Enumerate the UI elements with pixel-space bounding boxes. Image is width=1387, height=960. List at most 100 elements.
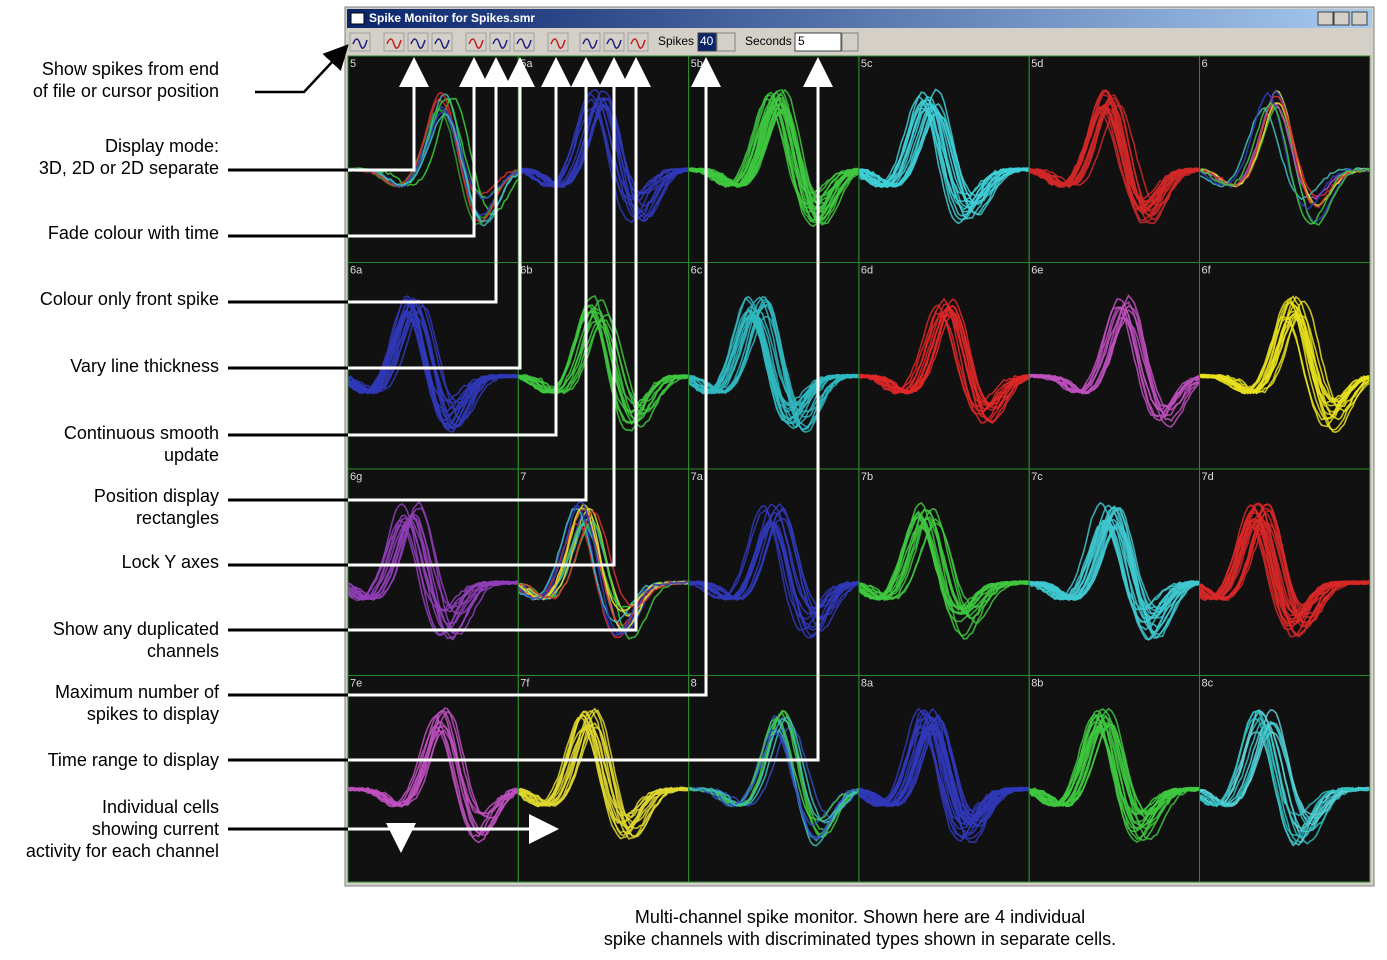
spike-trace [1029, 100, 1200, 217]
maximize-button[interactable] [1333, 11, 1350, 26]
spike-trace [688, 505, 859, 632]
annotation-text: Continuous smooth [64, 423, 219, 443]
spike-trace [517, 713, 689, 834]
spike-trace [1199, 315, 1370, 421]
spike-trace [688, 716, 860, 821]
spike-trace [1028, 707, 1200, 815]
spike-trace [1029, 518, 1200, 619]
cell-label: 7a [691, 471, 704, 483]
spike-trace [1028, 713, 1200, 831]
spike-trace [858, 105, 1030, 207]
cell-label: 6 [1202, 58, 1208, 70]
annotation-text: Position display [94, 486, 219, 506]
spikes-spinner[interactable] [716, 32, 736, 52]
toolbar-icon [630, 38, 646, 49]
spike-trace [517, 500, 690, 636]
cell-label: 8 [691, 677, 697, 689]
annotation-arrow [228, 57, 833, 762]
caption-line: spike channels with discriminated types … [604, 929, 1116, 949]
cell-label: 6g [350, 471, 362, 483]
seconds-input[interactable] [794, 32, 842, 52]
minimize-button[interactable] [1317, 11, 1334, 26]
annotation-text: Lock Y axes [122, 552, 219, 572]
spike-trace [858, 725, 1030, 820]
annotation-text: Display mode: [105, 136, 219, 156]
cell-label: 7 [520, 471, 526, 483]
spike-trace [517, 92, 689, 201]
spike-trace [688, 102, 860, 224]
spike-trace [688, 89, 860, 206]
seconds-spinner[interactable] [841, 32, 859, 52]
spike-trace [858, 112, 1030, 216]
spike-trace [688, 717, 860, 822]
toolbar-icon [410, 38, 426, 49]
cells: 5 5a 5b 5c 5d 6 6a 6b 6c 6d 6e 6f 6g 7 7a 7b 7c 7d 7e 7f 8 8a… [347, 55, 1371, 883]
seconds-value[interactable]: 5 [798, 34, 805, 48]
spike-trace [347, 302, 519, 431]
annotation-text: 3D, 2D or 2D separate [39, 158, 219, 178]
close-button[interactable] [1351, 11, 1368, 26]
cell-label: 5c [861, 58, 873, 70]
toolbar-icon [606, 38, 622, 49]
annotation-text: spikes to display [87, 704, 219, 724]
spike-trace [858, 109, 1030, 196]
cell-label: 6c [691, 264, 703, 276]
spike-trace [347, 298, 519, 403]
toolbar-icon [352, 38, 368, 49]
title-bar [347, 9, 1372, 28]
spike-trace [1199, 300, 1371, 413]
spike-trace [518, 522, 690, 640]
spike-trace [1199, 301, 1370, 404]
cell-label: 6f [1202, 264, 1212, 276]
annotation-arrow [228, 57, 651, 632]
spike-trace [1199, 522, 1370, 629]
spike-trace [517, 726, 690, 838]
cell-label: 6d [861, 264, 873, 276]
toolbar [349, 32, 649, 52]
toolbar-icon [434, 38, 450, 49]
spike-trace [347, 714, 519, 831]
spike-trace [688, 102, 860, 204]
spike-trace [1028, 89, 1200, 222]
cell-label: 7e [350, 677, 362, 689]
annotation-text: channels [147, 641, 219, 661]
toolbar-icon [550, 38, 566, 49]
spikes-value[interactable]: 40 [700, 34, 714, 48]
annotation-arrow [255, 44, 349, 94]
annotation-text: rectangles [136, 508, 219, 528]
spike-trace [1199, 101, 1371, 225]
cell-label: 7d [1202, 471, 1214, 483]
annotation-text: of file or cursor position [33, 81, 219, 101]
cell-label: 6e [1031, 264, 1043, 276]
spikes-input[interactable] [697, 32, 717, 52]
cell-label: 8b [1031, 677, 1043, 689]
spike-trace [347, 310, 519, 428]
spike-trace [517, 88, 689, 198]
spike-trace [858, 303, 1030, 410]
spike-trace [688, 502, 860, 619]
cell-label: 5 [350, 58, 356, 70]
spike-trace [1199, 313, 1371, 431]
cell-label: 6a [350, 264, 363, 276]
toolbar-icon [582, 38, 598, 49]
cell-label: 5a [520, 58, 533, 70]
annotation-text: Individual cells [102, 797, 219, 817]
cell-label: 8a [861, 677, 874, 689]
cell-label: 8c [1202, 677, 1214, 689]
window-title: Spike Monitor for Spikes.smr [369, 11, 535, 25]
cell-label: 5d [1031, 58, 1043, 70]
spike-trace [347, 709, 519, 815]
app-icon [350, 12, 365, 25]
spike-trace [347, 519, 519, 613]
annotation-text: update [164, 445, 219, 465]
spike-trace [1028, 526, 1200, 629]
window-buttons[interactable] [1317, 11, 1368, 26]
spike-trace [1029, 722, 1200, 816]
spike-trace [688, 521, 860, 615]
spike-trace [517, 311, 689, 414]
spike-trace [1198, 518, 1371, 618]
spike-trace [347, 710, 519, 819]
annotation-text: Colour only front spike [40, 289, 219, 309]
annotation-text: activity for each channel [26, 841, 219, 861]
